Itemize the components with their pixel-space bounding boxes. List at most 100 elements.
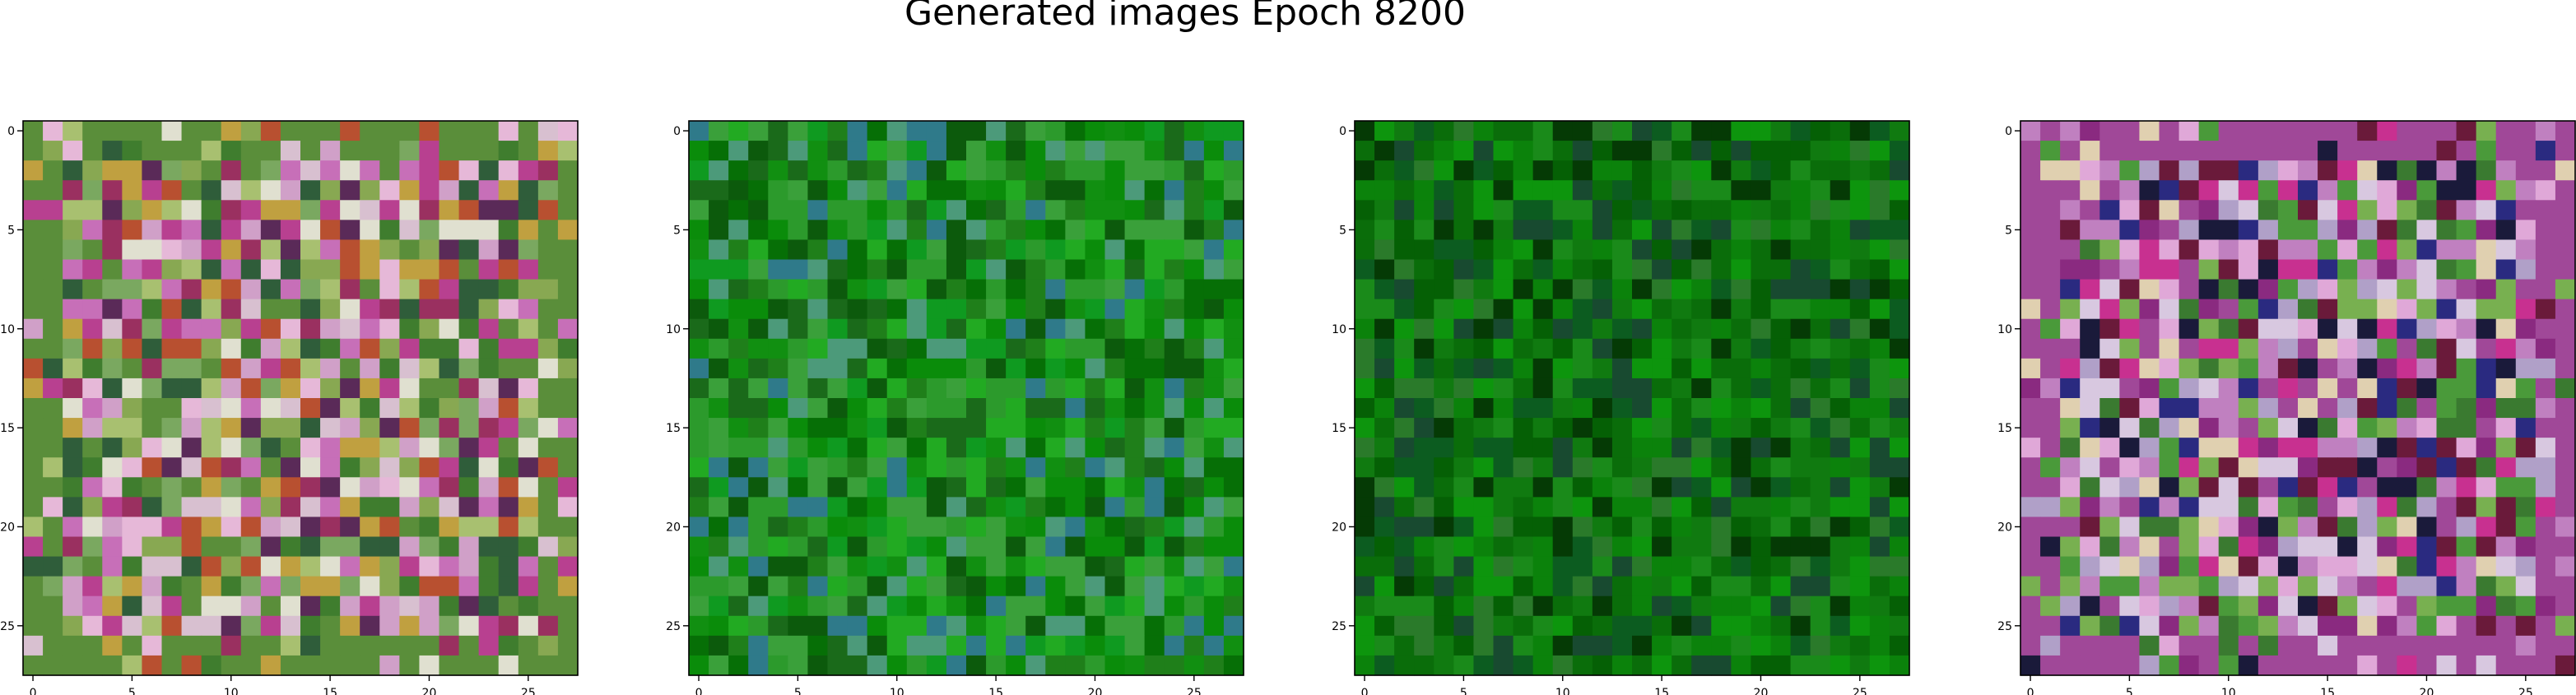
pixel-cell (399, 615, 421, 637)
pixel-cell (518, 497, 539, 518)
pixel-cell (1611, 595, 1633, 617)
pixel-cell (1751, 141, 1772, 161)
pixel-cell (1849, 358, 1871, 379)
pixel-cell (1592, 655, 1613, 676)
pixel-cell (300, 556, 321, 577)
pixel-cell (748, 338, 769, 359)
pixel-cell (2277, 318, 2299, 340)
pixel-cell (1065, 239, 1086, 261)
pixel-cell (1374, 259, 1395, 280)
x-tick-label: 5 (128, 687, 136, 695)
pixel-cell (1025, 517, 1046, 538)
pixel-cell (419, 200, 440, 220)
pixel-cell (1453, 121, 1475, 141)
pixel-cell (1532, 279, 1554, 300)
pixel-cell (1532, 615, 1554, 637)
pixel-cell (360, 655, 380, 676)
pixel-cell (2159, 279, 2180, 300)
pixel-cell (966, 517, 987, 538)
pixel-cell (1025, 615, 1046, 637)
pixel-cell (2159, 595, 2180, 617)
pixel-cell (1830, 556, 1851, 577)
pixel-cell (2555, 536, 2576, 558)
pixel-cell (1183, 220, 1205, 241)
pixel-cell (1006, 615, 1026, 637)
pixel-cell (320, 358, 341, 379)
pixel-cell (142, 655, 163, 676)
pixel-cell (926, 121, 947, 141)
pixel-cell (1144, 477, 1165, 498)
pixel-cell (2377, 477, 2397, 498)
pixel-cell (1223, 595, 1244, 617)
pixel-cell (399, 299, 421, 320)
pixel-cell (2298, 378, 2318, 399)
pixel-cell (2337, 338, 2358, 359)
pixel-cell (161, 556, 183, 577)
pixel-cell (280, 418, 301, 438)
pixel-cell (768, 160, 788, 181)
pixel-cell (2377, 655, 2397, 676)
pixel-cell (1770, 141, 1792, 161)
pixel-cell (557, 615, 579, 637)
pixel-cell (2277, 457, 2299, 478)
pixel-cell (2298, 398, 2318, 419)
pixel-cell (557, 180, 579, 201)
pixel-cell (1374, 418, 1395, 438)
pixel-cell (1592, 279, 1613, 300)
pixel-cell (537, 536, 559, 558)
pixel-cell (1164, 259, 1185, 280)
pixel-cell (788, 160, 809, 181)
pixel-cell (557, 299, 579, 320)
pixel-cell (2198, 358, 2220, 379)
pixel-cell (1770, 398, 1792, 419)
pixel-cell (2060, 536, 2081, 558)
pixel-cell (1453, 279, 1475, 300)
pixel-cell (847, 536, 868, 558)
pixel-cell (1810, 457, 1831, 478)
pixel-cell (537, 299, 559, 320)
pixel-cell (2020, 655, 2041, 676)
pixel-cell (1025, 220, 1046, 241)
pixel-cell (2555, 239, 2576, 261)
pixel-cell (2495, 595, 2517, 617)
pixel-cell (23, 655, 44, 676)
pixel-cell (2257, 438, 2279, 458)
pixel-cell (1552, 200, 1574, 220)
pixel-cell (498, 279, 519, 300)
pixel-cell (966, 141, 987, 161)
pixel-cell (2318, 517, 2338, 538)
pixel-cell (2060, 141, 2081, 161)
pixel-cell (1065, 457, 1086, 478)
pixel-cell (2318, 318, 2338, 340)
pixel-cell (2099, 259, 2120, 280)
pixel-cell (419, 121, 440, 141)
pixel-cell (2535, 497, 2556, 518)
pixel-cell (748, 220, 769, 241)
pixel-cell (280, 595, 301, 617)
pixel-cell (2099, 220, 2120, 241)
pixel-cell (2238, 358, 2259, 379)
pixel-cell (201, 239, 222, 261)
pixel-cell (2099, 180, 2120, 201)
pixel-cell (2159, 378, 2180, 399)
pixel-cell (1124, 338, 1146, 359)
pixel-cell (1006, 338, 1026, 359)
pixel-cell (1025, 556, 1046, 577)
pixel-cell (728, 279, 749, 300)
pixel-cell (807, 378, 829, 399)
pixel-cell (1552, 536, 1574, 558)
pixel-cell (1889, 279, 1910, 300)
pixel-cell (2020, 338, 2041, 359)
pixel-cell (2337, 318, 2358, 340)
pixel-cell (1869, 497, 1890, 518)
pixel-cell (2416, 160, 2438, 181)
y-tick-label: 20 (0, 521, 15, 534)
pixel-cell (926, 576, 947, 597)
pixel-cell (2436, 438, 2457, 458)
pixel-cell (2178, 477, 2200, 498)
pixel-cell (709, 358, 729, 379)
pixel-cell (340, 556, 360, 577)
pixel-cell (1592, 259, 1613, 280)
pixel-cell (2555, 418, 2576, 438)
pixel-cell (2119, 180, 2141, 201)
